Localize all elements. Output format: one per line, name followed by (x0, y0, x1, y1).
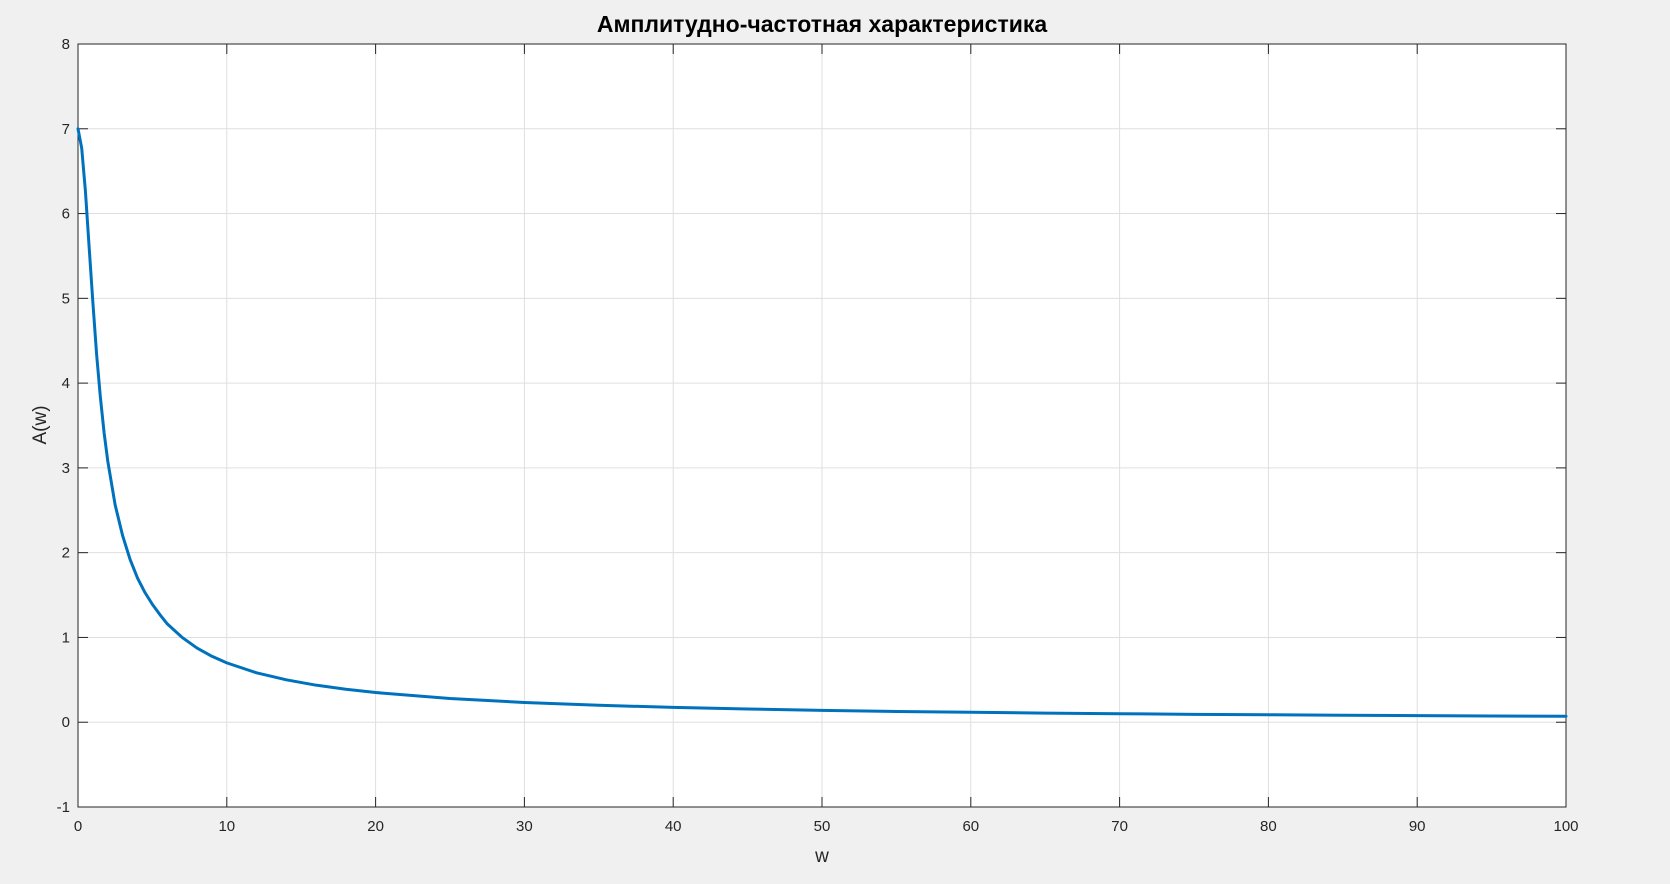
x-tick-label: 70 (1111, 818, 1128, 835)
series-line (76, 127, 1568, 718)
x-tick-labels: 0 10 20 30 40 50 60 70 80 90 100 (74, 818, 1579, 835)
y-tick-label: 0 (62, 714, 70, 731)
x-tick-label: 30 (516, 818, 533, 835)
x-tick-label: 10 (218, 818, 235, 835)
x-tick-label: 90 (1409, 818, 1426, 835)
x-tick-label: 0 (74, 818, 82, 835)
chart-title: Амплитудно-частотная характеристика (597, 11, 1048, 37)
x-tick-label: 60 (962, 818, 979, 835)
x-tick-label: 40 (665, 818, 682, 835)
y-tick-label: 7 (62, 121, 70, 138)
grid-lines (78, 44, 1566, 807)
y-tick-label: 3 (62, 460, 70, 477)
x-tick-label: 100 (1553, 818, 1578, 835)
x-tick-label: 80 (1260, 818, 1277, 835)
y-tick-label: 2 (62, 545, 70, 562)
y-axis-label: A(w) (30, 405, 51, 444)
axes-box (77, 43, 1567, 808)
y-tick-label: 5 (62, 290, 70, 307)
series-group (76, 127, 1568, 718)
y-tick-labels: -1 0 1 2 3 4 5 6 7 8 (57, 36, 70, 816)
x-tick-label: 50 (814, 818, 831, 835)
x-axis-label: w (814, 846, 829, 867)
y-tick-label: -1 (57, 799, 70, 816)
x-tick-label: 20 (367, 818, 384, 835)
y-tick-label: 1 (62, 629, 70, 646)
y-tick-label: 4 (62, 375, 70, 392)
y-tick-label: 6 (62, 206, 70, 223)
y-tick-label: 8 (62, 36, 70, 53)
